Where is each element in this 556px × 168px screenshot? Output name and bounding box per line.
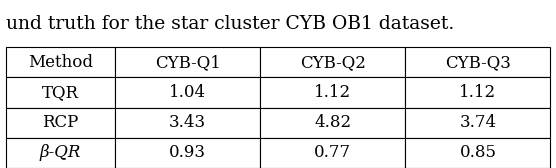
Text: und truth for the star cluster CYB OB1 dataset.: und truth for the star cluster CYB OB1 d… <box>6 14 454 33</box>
